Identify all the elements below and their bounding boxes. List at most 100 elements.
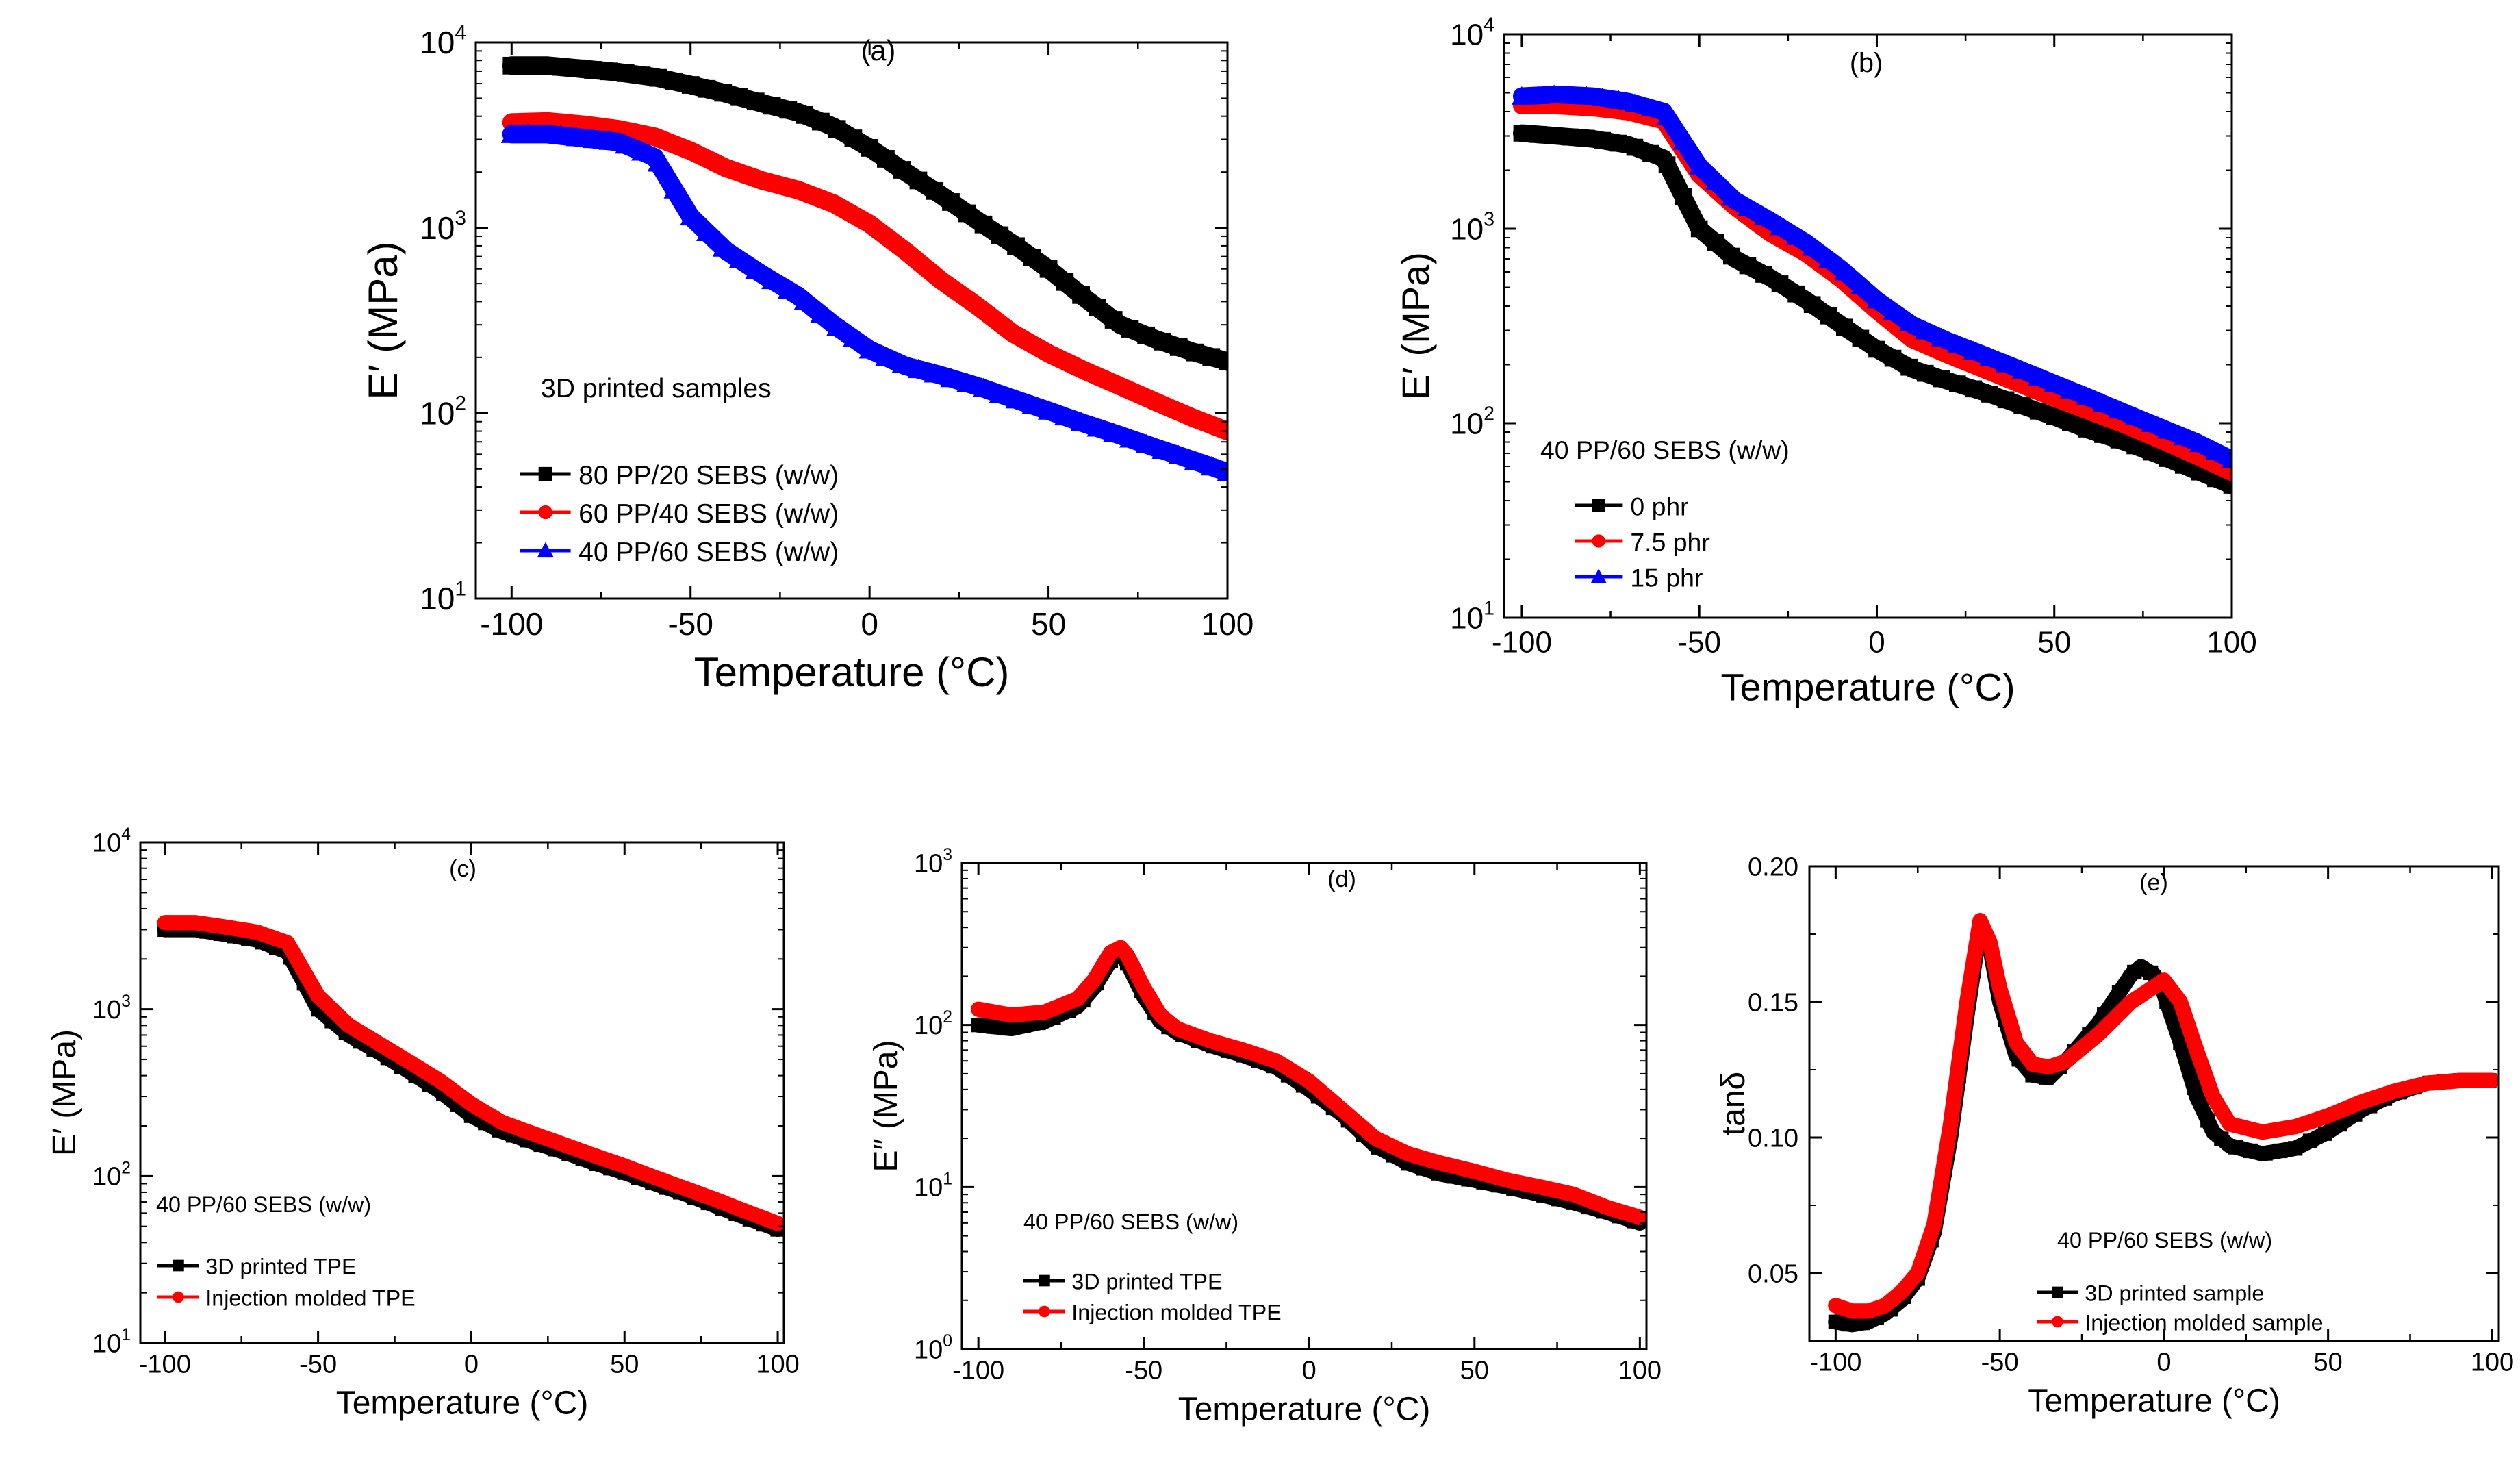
data-point	[1016, 1007, 1031, 1022]
data-point	[974, 301, 993, 320]
data-point	[2374, 1088, 2389, 1103]
data-point	[2092, 393, 2113, 412]
legend-marker	[1592, 499, 1605, 512]
data-point	[1356, 1120, 1371, 1135]
data-point	[763, 174, 781, 192]
data-point	[2273, 1143, 2288, 1159]
data-point	[1855, 1303, 1870, 1319]
x-tick-label: 0	[1868, 626, 1885, 659]
data-point	[1088, 299, 1106, 316]
data-point	[1202, 416, 1221, 434]
data-point	[547, 1134, 563, 1149]
data-point	[746, 169, 765, 188]
y-tick-base: 10	[914, 1174, 943, 1203]
data-point	[631, 141, 652, 161]
data-point	[1965, 380, 1983, 398]
data-point	[1007, 237, 1025, 255]
data-point	[2200, 1113, 2215, 1128]
y-tick-exponent: 4	[455, 21, 466, 44]
data-point	[681, 76, 700, 94]
legend-label: Injection molded sample	[2085, 1311, 2323, 1335]
legend-marker	[537, 542, 554, 558]
data-point	[2078, 420, 2096, 438]
data-point	[1134, 975, 1149, 990]
data-point	[659, 1174, 674, 1190]
data-point	[565, 127, 587, 147]
plot-frame	[960, 862, 1648, 1350]
legend-label: Injection molded TPE	[1071, 1300, 1281, 1325]
data-point	[761, 269, 783, 290]
data-point	[2240, 1121, 2255, 1136]
data-point	[663, 179, 685, 199]
data-point	[861, 139, 879, 157]
data-point	[909, 171, 928, 190]
data-point	[1739, 257, 1757, 275]
series-1	[502, 56, 1227, 371]
data-point	[1566, 1187, 1581, 1202]
data-point	[478, 1105, 493, 1120]
data-point	[617, 1158, 632, 1174]
data-point	[2330, 1105, 2345, 1120]
data-point	[942, 278, 960, 297]
data-point	[1310, 1081, 1326, 1096]
data-point	[1705, 171, 1726, 190]
data-point	[2044, 373, 2065, 392]
data-point	[2124, 406, 2146, 426]
data-point	[1340, 1107, 1356, 1122]
data-point	[584, 61, 602, 79]
y-tick-base: 10	[92, 829, 121, 857]
data-point	[568, 59, 586, 77]
data-point	[1121, 381, 1139, 399]
data-point	[1625, 93, 1645, 112]
data-point	[1461, 1162, 1476, 1177]
data-point	[940, 367, 962, 388]
y-tick-label: 101	[92, 1326, 131, 1358]
data-point	[1039, 260, 1058, 278]
data-point	[2211, 1098, 2226, 1114]
series-line	[157, 915, 784, 1231]
data-point	[1947, 334, 1968, 353]
plot-area	[971, 940, 1646, 1231]
data-point	[1576, 86, 1596, 105]
legend-item: Injection molded TPE	[1023, 1300, 1282, 1325]
data-point	[505, 1119, 521, 1134]
y-axis-label: E″ (MPa)	[868, 1040, 904, 1172]
data-point	[826, 316, 848, 336]
data-point	[1076, 985, 1091, 1000]
data-point	[2302, 1133, 2318, 1148]
data-point	[1325, 1094, 1341, 1109]
annotation: 3D printed samples	[541, 374, 772, 403]
y-tick-exponent: 4	[121, 825, 131, 844]
data-point	[1070, 412, 1092, 431]
data-point	[1868, 340, 1885, 358]
legend-label: 80 PP/20 SEBS (w/w)	[578, 461, 839, 490]
data-point	[2025, 1057, 2040, 1072]
data-point	[575, 1144, 590, 1159]
data-point	[1137, 388, 1156, 407]
data-point	[1446, 1159, 1461, 1174]
data-point	[875, 346, 897, 366]
data-point	[2173, 1035, 2188, 1051]
data-point	[2205, 441, 2226, 460]
data-point	[2214, 1131, 2229, 1146]
plot-frame	[1503, 33, 2233, 619]
data-point	[1202, 348, 1221, 366]
data-point	[1963, 340, 1984, 360]
x-tick-label: -50	[1677, 626, 1721, 659]
data-point	[1785, 226, 1807, 245]
data-point	[2243, 1143, 2258, 1159]
data-point	[1250, 1047, 1266, 1063]
data-point	[2156, 420, 2178, 439]
data-point	[1915, 320, 1935, 340]
data-point	[2011, 1039, 2026, 1054]
data-point	[811, 190, 830, 208]
y-tick-label: 100	[914, 1332, 952, 1364]
data-point	[1016, 1018, 1031, 1033]
x-tick-label: -100	[480, 606, 543, 642]
data-point	[1506, 1174, 1521, 1189]
data-point	[1883, 1294, 1898, 1309]
data-point	[2359, 1093, 2374, 1108]
data-point	[324, 1002, 340, 1017]
data-point	[1169, 338, 1188, 356]
data-point	[1707, 234, 1724, 251]
